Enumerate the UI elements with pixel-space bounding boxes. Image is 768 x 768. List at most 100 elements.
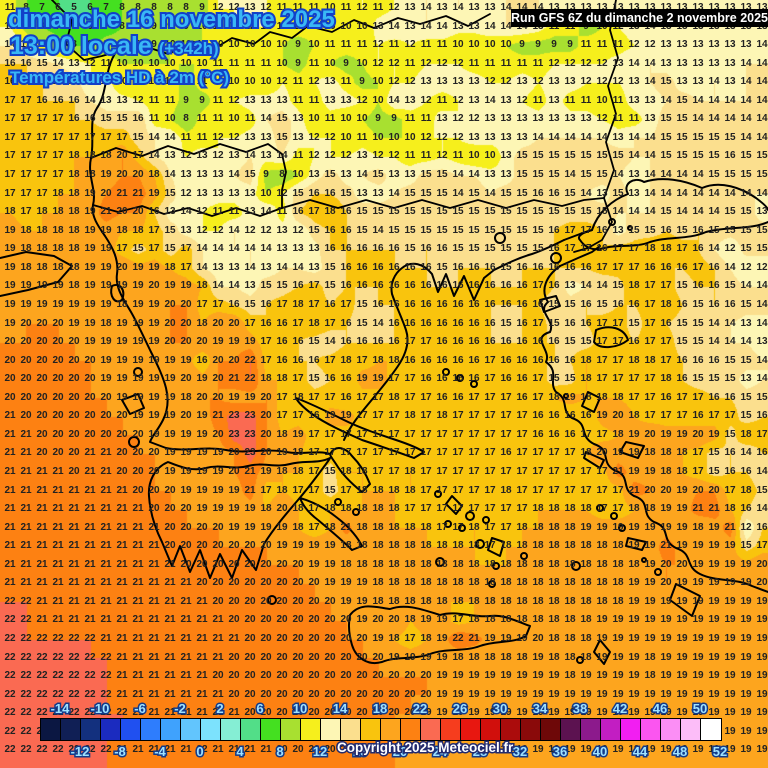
temp-value: 16 <box>548 187 560 199</box>
thasos-island <box>494 232 506 244</box>
temp-value: 16 <box>756 447 768 459</box>
temp-value: 21 <box>68 484 80 496</box>
temp-value: 13 <box>292 243 304 255</box>
temp-value: 19 <box>660 707 672 719</box>
temp-value: 18 <box>36 224 48 236</box>
west-balkan-coast <box>89 51 331 455</box>
colorbar-tick-label: 40 <box>591 743 609 761</box>
nisyros-island <box>641 557 647 563</box>
border-bulgaria-turkey <box>603 0 619 199</box>
temp-value: 19 <box>676 484 688 496</box>
temp-value: 7 <box>103 20 109 32</box>
temp-value: 20 <box>20 354 32 366</box>
temp-value: 10 <box>212 76 224 88</box>
kasos-island <box>576 656 584 664</box>
colorbar-cell <box>621 719 641 740</box>
temp-value: 15 <box>676 94 688 106</box>
temp-value: 21 <box>52 540 64 552</box>
temp-value: 18 <box>324 521 336 533</box>
temp-value: 13 <box>660 57 672 69</box>
temp-value: 21 <box>36 503 48 515</box>
temp-value: 5 <box>71 2 77 13</box>
kea-island <box>434 490 442 498</box>
temp-value: 17 <box>468 503 480 515</box>
temp-value: 20 <box>260 428 272 440</box>
temp-value: 17 <box>20 169 32 181</box>
temp-value: 17 <box>4 150 16 162</box>
temp-value: 19 <box>676 595 688 607</box>
temp-value: 18 <box>164 261 176 273</box>
temp-value: 19 <box>148 298 160 310</box>
temp-value: 20 <box>52 447 64 459</box>
corfu-island <box>110 284 125 303</box>
temp-value: 18 <box>420 521 432 533</box>
temp-value: 18 <box>404 577 416 589</box>
temp-value: 15 <box>404 224 416 236</box>
temp-value: 12 <box>580 76 592 88</box>
temp-value: 15 <box>100 113 112 125</box>
temp-value: 15 <box>724 169 736 181</box>
temp-value: 18 <box>468 614 480 626</box>
temp-value: 11 <box>212 94 224 106</box>
temp-value: 18 <box>548 577 560 589</box>
temp-value: 16 <box>420 373 432 385</box>
temp-value: 18 <box>404 466 416 477</box>
temp-value: 16 <box>564 410 576 422</box>
temp-value: 19 <box>212 466 224 477</box>
temp-value: 19 <box>260 466 272 477</box>
temp-value: 15 <box>724 131 736 143</box>
temp-value: 18 <box>436 558 448 570</box>
temp-value: 21 <box>180 688 192 700</box>
temp-value: 18 <box>372 577 384 589</box>
temp-value: 21 <box>68 577 80 589</box>
temp-value: 17 <box>660 336 672 348</box>
temp-value: 19 <box>356 595 368 607</box>
temp-value: 14 <box>228 280 240 292</box>
temp-value: 20 <box>68 336 80 348</box>
temp-value: 17 <box>452 410 464 422</box>
temp-value: 18 <box>644 243 656 255</box>
temp-value: 17 <box>660 410 672 422</box>
temp-value: 13 <box>612 57 624 69</box>
temp-value: 21 <box>116 744 128 756</box>
temp-value: 19 <box>484 670 496 682</box>
temp-value: 9 <box>263 169 269 181</box>
temp-value: 19 <box>468 707 480 719</box>
temp-value: 11 <box>276 2 288 13</box>
temp-value: 15 <box>564 373 576 385</box>
colorbar-cell <box>241 719 261 740</box>
temp-value: 9 <box>199 94 205 106</box>
temp-value: 10 <box>308 39 320 51</box>
temp-value: 10 <box>372 131 384 143</box>
temp-value: 13 <box>500 94 512 106</box>
colorbar-cell <box>341 719 361 740</box>
temp-value: 10 <box>340 20 352 32</box>
temp-value: 19 <box>516 670 528 682</box>
temp-value: 15 <box>468 206 480 218</box>
temp-value: 13 <box>628 94 640 106</box>
colorbar-cell <box>361 719 381 740</box>
temp-value: 20 <box>196 336 208 348</box>
temp-value: 17 <box>308 206 320 218</box>
temp-value: 6 <box>87 20 93 32</box>
temp-value: 16 <box>292 206 304 218</box>
temp-value: 16 <box>404 317 416 329</box>
temp-value: 21 <box>148 744 160 756</box>
temp-value: 19 <box>388 651 400 663</box>
temp-value: 18 <box>52 206 64 218</box>
temp-value: 19 <box>644 595 656 607</box>
temp-value: 15 <box>276 280 288 292</box>
temp-value: 18 <box>516 577 528 589</box>
temp-value: 20 <box>372 614 384 626</box>
colorbar-cell <box>701 719 721 740</box>
temp-value: 20 <box>756 577 768 589</box>
temp-value: 19 <box>692 614 704 626</box>
temp-value: 12 <box>212 131 224 143</box>
temp-value: 19 <box>500 707 512 719</box>
temp-value: 20 <box>596 447 608 459</box>
temp-value: 17 <box>516 484 528 496</box>
temp-value: 12 <box>212 224 224 236</box>
temp-value: 19 <box>660 428 672 440</box>
temp-value: 19 <box>644 707 656 719</box>
temp-value: 21 <box>132 540 144 552</box>
